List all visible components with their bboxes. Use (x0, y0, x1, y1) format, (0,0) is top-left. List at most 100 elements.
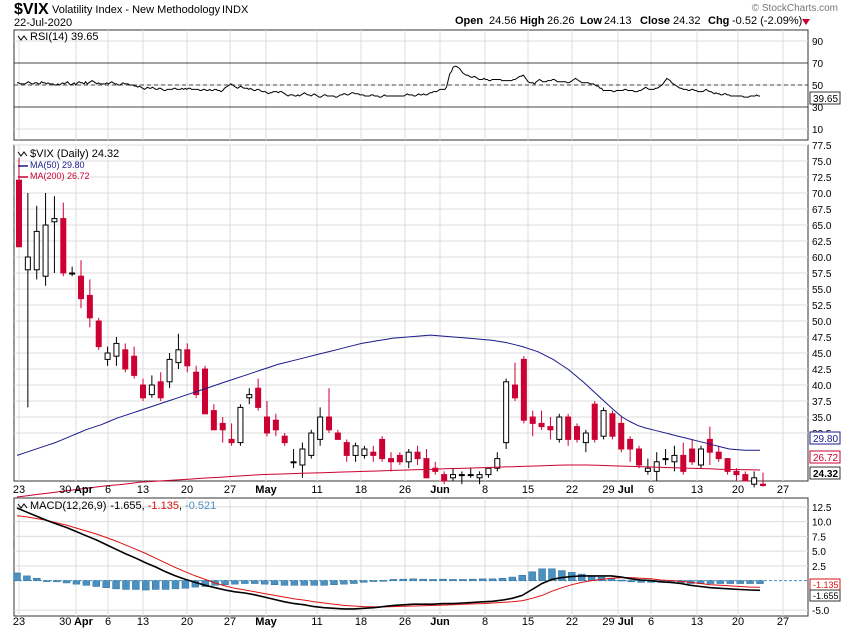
candle-body (600, 410, 607, 437)
candle-body (370, 451, 377, 456)
grid-layer (14, 30, 808, 616)
macd-histogram-bar (439, 578, 447, 581)
candle-body (441, 474, 448, 482)
candle-body (78, 275, 84, 300)
rsi-last-value: 39.65 (813, 94, 838, 105)
candle-body (352, 445, 359, 456)
price-y-tick: 67.5 (812, 205, 832, 216)
macd-histogram-bar (290, 580, 299, 586)
close-value: 24.32 (813, 469, 838, 480)
candle-body (636, 448, 642, 466)
price-y-tick: 77.5 (812, 141, 832, 152)
candle-body (396, 454, 403, 463)
ohlc-close: 24.32 (673, 15, 701, 27)
macd-histogram-bar (82, 580, 91, 586)
macd-panel-frame (13, 497, 809, 617)
macd-value: -1.655 (813, 591, 839, 601)
x-axis-label: 6 (105, 616, 111, 628)
price-y-tick: 57.5 (812, 269, 832, 280)
rsi-y-tick: 50 (812, 81, 824, 92)
candle-body (724, 458, 731, 472)
rsi-y-tick: 70 (812, 59, 824, 70)
candle-body (671, 454, 678, 463)
candle-body (308, 432, 315, 456)
x-axis-label: 11 (311, 616, 322, 628)
price-layer (16, 157, 766, 498)
macd-histogram-bar (617, 579, 626, 582)
macd-histogram-bar (102, 580, 110, 588)
x-axis-label: 8 (482, 616, 488, 628)
x-axis-label: 20 (181, 484, 193, 496)
x-axis-label: 20 (181, 616, 193, 628)
macd-histogram-bar (360, 580, 368, 583)
candle-body (680, 454, 687, 472)
down-arrow-icon (802, 19, 810, 25)
rsi-last-value-box: 39.65 (809, 91, 841, 105)
x-axis-label: 15 (522, 616, 534, 628)
x-axis-label: 18 (355, 484, 367, 496)
candle-body (290, 461, 297, 464)
candle-body (33, 230, 40, 271)
candle-body (432, 467, 439, 472)
candle-body (246, 394, 253, 399)
macd-legend-text: MACD(12,26,9) -1.655, -1.135, -0.521 (30, 500, 216, 512)
macd-histogram-bar (369, 580, 378, 582)
candle-body (547, 426, 554, 431)
candle-body (228, 438, 235, 444)
candle-body (334, 432, 341, 440)
candle-body (361, 448, 368, 456)
rsi-layer (14, 62, 808, 108)
candle-body (644, 467, 651, 472)
x-axis-label: 13 (137, 484, 149, 496)
macd-signal-line (16, 515, 761, 608)
ohlc-low: 24.13 (604, 15, 632, 27)
x-axis-label: 27 (224, 616, 236, 628)
candle-body (414, 451, 421, 460)
ohlc-low-label: Low (580, 15, 602, 27)
candle-body (175, 349, 182, 364)
rsi-legend-icon (17, 35, 28, 41)
macd-histogram-bar (558, 570, 566, 581)
chart-name: Volatility Index - New Methodology (52, 4, 221, 16)
candle-body (16, 179, 22, 248)
macd-histogram-bar (468, 578, 477, 581)
candle-body (86, 294, 93, 319)
price-y-tick: 70.0 (812, 189, 832, 200)
macd-legend-signal: -1.135 (148, 500, 179, 512)
ma50-value-box: 29.80 (809, 431, 841, 445)
chart-symbol: $VIX (14, 1, 49, 18)
candle-body (627, 438, 634, 450)
macd-histogram-bar (429, 579, 437, 581)
macd-histogram-bar (132, 580, 140, 590)
macd-histogram-bar (62, 580, 71, 584)
x-axis-label: May (255, 484, 277, 496)
candle-body (742, 474, 749, 482)
candle-body (104, 352, 111, 360)
price-y-tick: 35.0 (812, 413, 832, 424)
candle-body (494, 458, 501, 469)
candle-body (219, 422, 226, 431)
x-axis-label: 8 (482, 484, 488, 496)
candle-body (467, 474, 474, 477)
x-axis-label: 13 (137, 616, 149, 628)
macd-histogram-bar (389, 579, 398, 581)
candle-body (157, 381, 164, 399)
watermark: © StockCharts.com (752, 3, 838, 14)
x-axis-label: 6 (648, 484, 654, 496)
price-y-tick: 45.0 (812, 349, 832, 360)
candle-body (299, 448, 306, 466)
macd-histogram-bar (518, 575, 526, 581)
price-y-tick: 42.5 (812, 365, 832, 376)
candle-body (42, 224, 49, 277)
candle-body (582, 432, 589, 444)
macd-histogram-bar (300, 580, 309, 586)
ma50-value: 29.80 (813, 434, 838, 445)
candle-body (202, 368, 208, 415)
macd-histogram-bar (231, 580, 239, 585)
x-axis-label: 6 (648, 616, 654, 628)
macd-histogram-bar (320, 580, 328, 586)
price-legend-text: $VIX (Daily) 24.32 (30, 148, 119, 160)
macd-histogram-bar (716, 580, 725, 584)
x-axis-label: 30 Apr (59, 484, 94, 496)
